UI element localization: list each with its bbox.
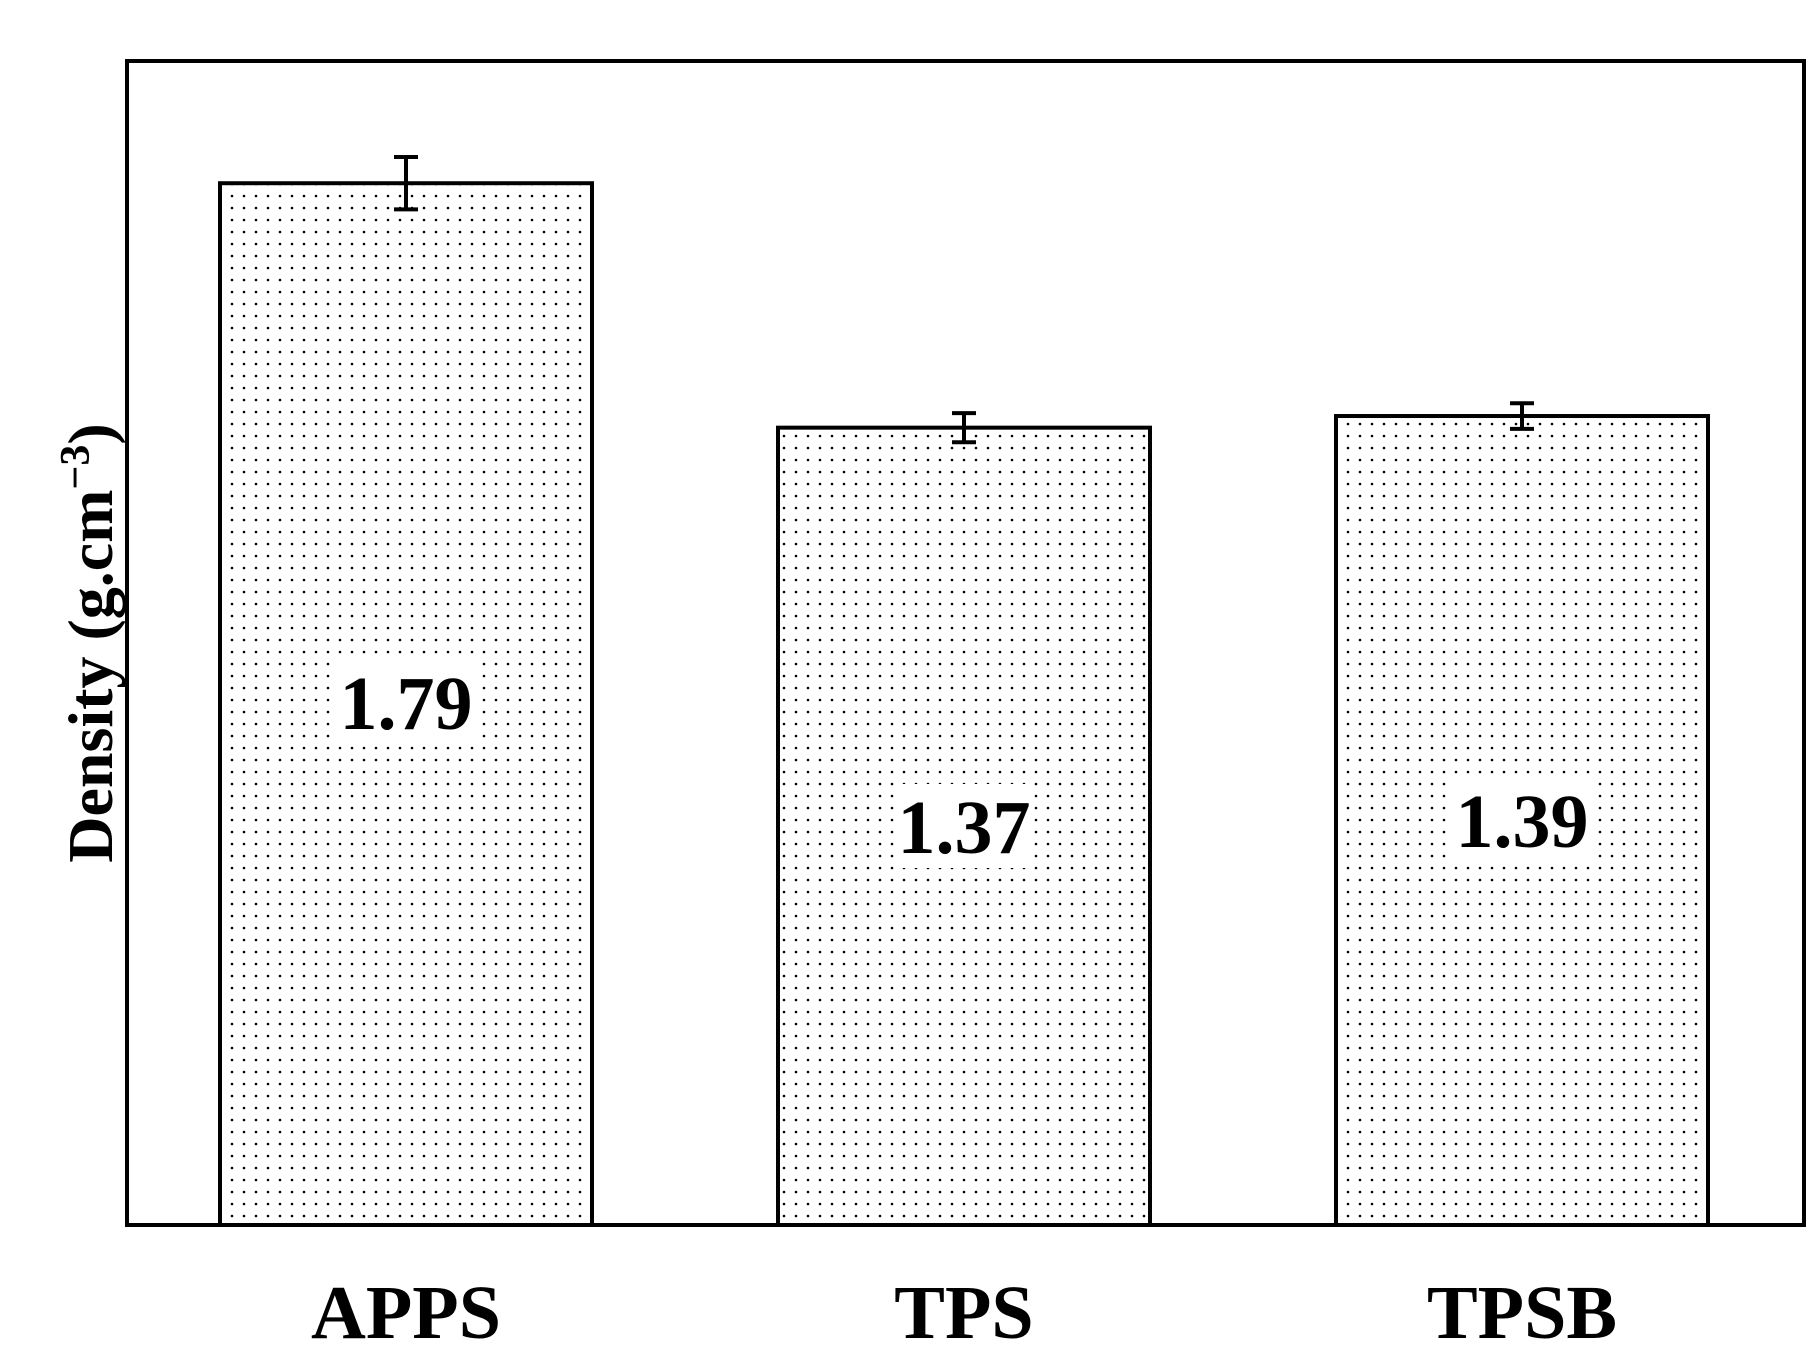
y-axis-label: Density (g.cm−3) <box>53 423 126 863</box>
value-label-apps: 1.79 <box>340 662 473 746</box>
value-label-bg-tps <box>895 784 1033 868</box>
x-tick-label-tpsb: TPSB <box>1427 1271 1617 1355</box>
x-tick-labels: APPS TPS TPSB <box>311 1271 1617 1355</box>
error-bars-layer <box>394 155 1534 445</box>
x-tick-label-apps: APPS <box>311 1271 501 1355</box>
value-label-bg-tpsb <box>1453 778 1591 862</box>
error-bar-apps <box>394 155 418 212</box>
y-axis-label-main: Density (g.cm <box>55 490 126 863</box>
x-tick-label-tps: TPS <box>894 1271 1033 1355</box>
value-label-tpsb: 1.39 <box>1456 780 1589 864</box>
value-labels-layer: 1.79 1.37 1.39 <box>337 660 1591 870</box>
error-bar-tpsb <box>1510 401 1534 431</box>
y-axis-label-close: ) <box>55 423 126 444</box>
y-axis-label-superscript: −3 <box>53 445 99 490</box>
error-bar-tps <box>952 411 976 445</box>
value-label-tps: 1.37 <box>898 786 1031 870</box>
plot-frame <box>125 59 1806 1227</box>
value-label-bg-apps <box>337 660 475 744</box>
